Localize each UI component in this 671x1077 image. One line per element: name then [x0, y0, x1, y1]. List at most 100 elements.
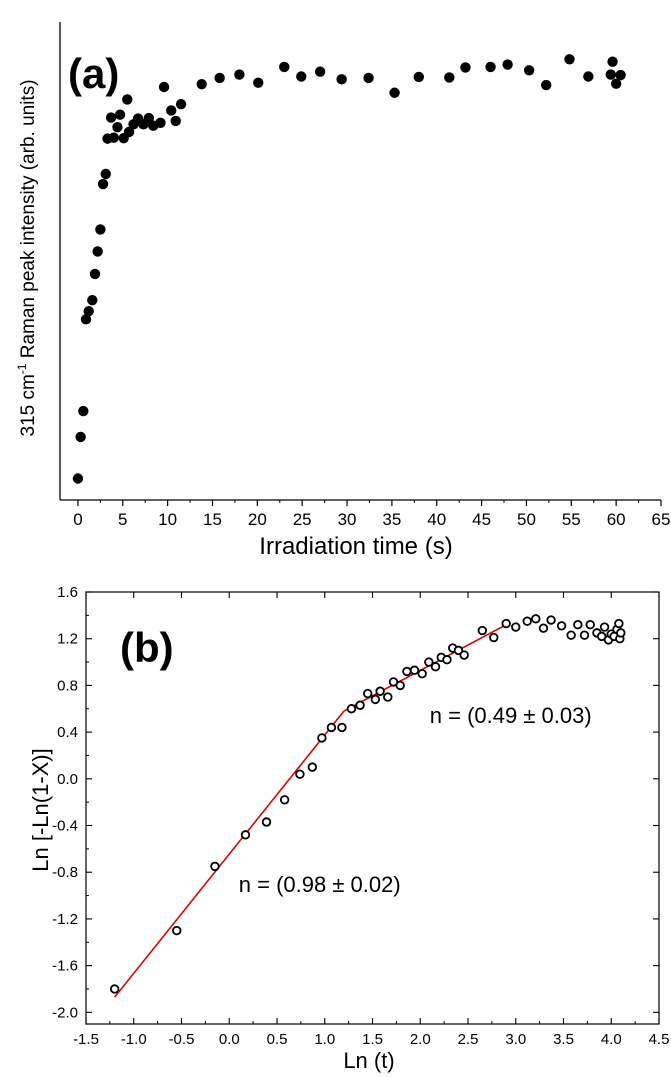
panel-a-data-point: [444, 72, 455, 83]
panel-b-x-tick-label: 2.0: [410, 1031, 431, 1048]
panel-b-y-axis-label: Ln [-Ln(1-X)]: [28, 748, 53, 872]
panel-a-y-axis-label: 315 cm-1 Raman peak intensity (arb. unit…: [15, 79, 39, 436]
panel-b-data-point: [261, 817, 272, 827]
panel-b-data-point: [556, 621, 567, 631]
panel-a-data-point: [610, 78, 622, 89]
panel-a-data-point: [155, 117, 166, 129]
panel-a-x-tick-label: 20: [248, 510, 267, 529]
panel-b-data-point: [453, 645, 464, 656]
panel-b-y-tick-label: 1.2: [57, 631, 78, 648]
panel-b-data-point: [501, 618, 511, 629]
panel-b-y-tick-label: 1.6: [57, 584, 78, 601]
panel-a-x-tick-label: 15: [203, 510, 222, 529]
panel-a-data-point: [123, 126, 135, 138]
panel-a-data-point: [143, 112, 155, 124]
panel-b-y-tick-label: -1.2: [52, 911, 78, 928]
panel-a-data-point: [75, 431, 86, 443]
panel-b-data-point: [566, 630, 576, 640]
panel-a-x-tick-label: 55: [562, 510, 581, 529]
panel-a-data-point: [83, 305, 94, 317]
panel-b-chart: -1.5 -1.0 -0.5 0.0 0.5 1.0 1.5 2.0 2.5 3.0 3.5 4.0 4…: [28, 584, 669, 1073]
panel-a-x-tick-label: 50: [517, 510, 536, 529]
panel-b-x-tick-label: 0.5: [267, 1031, 288, 1048]
panel-a-data-point: [122, 94, 133, 105]
panel-a-data-point: [95, 224, 106, 235]
panel-b-data-point: [395, 680, 405, 691]
panel-a-data-point: [615, 69, 626, 81]
panel-b-data-point: [307, 762, 318, 772]
panel-b-data-point: [585, 619, 595, 630]
panel-b-data-point: [489, 632, 499, 643]
panel-a-data-point: [460, 62, 471, 73]
panel-a-data-point: [540, 79, 552, 91]
panel-a-y-axis-label-rest: Raman peak intensity (arb. units): [18, 79, 39, 363]
panel-b-data-point: [409, 665, 420, 675]
panel-a-data-point: [296, 71, 307, 82]
panel-a-x-tick-label: 35: [382, 510, 401, 529]
panel-b-data-point: [210, 861, 220, 872]
panel-b-data-point: [538, 623, 549, 633]
panel-a-x-tick-label: 45: [472, 510, 491, 529]
panel-b-x-tick-label: 3.0: [505, 1031, 526, 1048]
panel-a-data-point: [105, 112, 117, 123]
panel-b-data-point: [599, 622, 610, 632]
panel-b-data-point: [172, 925, 182, 936]
panel-a-data-point: [214, 72, 225, 84]
panel-b-y-tick-label: -2.0: [52, 1004, 78, 1021]
panel-a-data-point: [336, 74, 347, 85]
panel-a-data-point: [314, 66, 326, 77]
panel-b-data-point: [511, 622, 521, 632]
panel-b-fit-line: [114, 710, 345, 998]
panel-b-data-point: [616, 628, 626, 638]
panel-a-x-tick-label: 40: [427, 510, 446, 529]
panel-b-y-tick-label: 0.4: [57, 724, 78, 741]
panel-b-data-point: [522, 616, 532, 626]
panel-b-y-tick-label: -0.8: [52, 864, 78, 881]
panel-a-data-point: [279, 61, 290, 73]
panel-b-x-tick-label: -1.0: [121, 1031, 147, 1048]
panel-b-data-point: [279, 795, 290, 805]
panel-a-y-axis-label-main: 315 cm: [18, 374, 39, 436]
panel-a-data-point: [389, 87, 400, 98]
panel-a-x-axis-label: Irradiation time (s): [259, 533, 452, 560]
panel-a-data-point: [87, 294, 98, 306]
panel-b-data-point: [459, 650, 469, 660]
panel-b-annotation-lower: n = (0.98 ± 0.02): [239, 872, 401, 897]
panel-b-x-tick-label: 4.5: [649, 1031, 670, 1048]
panel-b-data-point: [402, 666, 412, 677]
panel-b-data-point: [370, 694, 381, 705]
panel-a-data-point: [502, 59, 513, 70]
panel-b-data-point: [614, 618, 624, 629]
panel-b-data-point: [375, 686, 385, 696]
panel-a-data-point: [97, 178, 109, 190]
panel-b-data-point: [442, 655, 452, 665]
panel-a-x-tick-label: 0: [73, 510, 82, 529]
panel-b-data-point: [531, 614, 541, 624]
panel-b-data-point: [383, 692, 393, 702]
panel-a-label: (a): [68, 50, 119, 97]
panel-a-data-point: [100, 168, 111, 180]
panel-a-data-point: [108, 132, 120, 143]
panel-b-data-point: [424, 657, 434, 667]
panel-b-x-tick-label: -1.5: [73, 1031, 99, 1048]
panel-a-data-point: [158, 81, 170, 93]
panel-b-x-tick-label: 1.0: [314, 1031, 335, 1048]
panel-a-data-point: [234, 69, 245, 80]
panel-b-annotation-upper: n = (0.49 ± 0.03): [430, 703, 592, 728]
panel-a-x-tick-label: 10: [158, 510, 177, 529]
panel-b-x-tick-label: 3.5: [553, 1031, 574, 1048]
panel-a-data-point: [607, 56, 618, 67]
panel-a-data-point: [196, 78, 207, 90]
panel-a-data-point: [114, 109, 126, 120]
panel-b-data-point: [355, 700, 365, 710]
panel-b-data-point: [326, 722, 337, 733]
panel-a-x-tick-label: 60: [607, 510, 626, 529]
panel-a-x-tick-label: 5: [118, 510, 127, 529]
panel-b-data-point: [417, 669, 427, 679]
panel-b-data-point: [346, 704, 357, 714]
panel-a-data-point: [485, 61, 496, 73]
panel-a-chart: 0 5 10 15 20 25 30 35 40 45 50 55 60 65 (a) Irradiati…: [15, 22, 670, 560]
panel-a-data-point: [92, 246, 103, 257]
panel-a-data-point: [170, 115, 181, 127]
